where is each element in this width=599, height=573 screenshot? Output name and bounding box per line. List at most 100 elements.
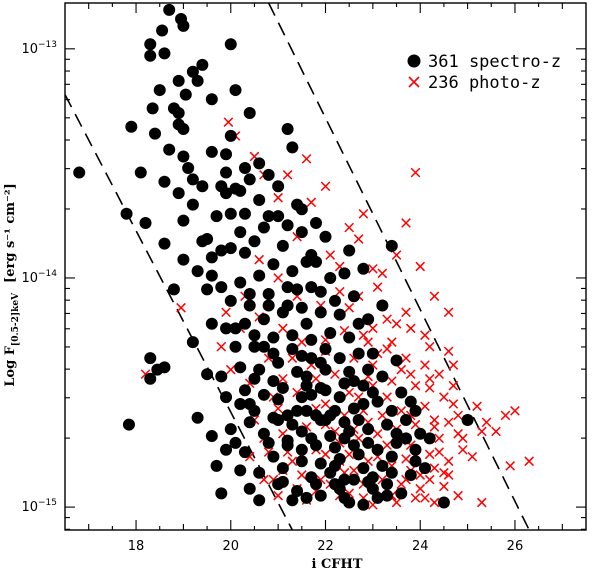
spectro-z-point bbox=[172, 74, 185, 87]
spectro-z-point bbox=[423, 432, 436, 445]
photo-z-point bbox=[363, 337, 373, 347]
spectro-z-point bbox=[262, 299, 275, 312]
spectro-z-point bbox=[177, 150, 190, 163]
photo-z-point bbox=[424, 373, 435, 384]
spectro-z-point bbox=[167, 283, 180, 296]
photo-z-point bbox=[334, 286, 345, 297]
photo-z-point bbox=[453, 410, 463, 421]
spectro-z-point bbox=[243, 106, 256, 119]
photo-z-point bbox=[476, 497, 487, 508]
spectro-z-point bbox=[234, 397, 247, 410]
spectro-z-point bbox=[257, 427, 270, 440]
spectro-z-point bbox=[215, 370, 228, 383]
photo-z-point bbox=[320, 449, 331, 460]
axes: 18 20 22 24 26 10−13 10−14 10−15 bbox=[21, 2, 587, 554]
photo-z-point bbox=[377, 410, 388, 421]
spectro-z-point bbox=[253, 157, 266, 170]
spectro-z-point bbox=[343, 244, 356, 257]
spectro-z-point bbox=[362, 475, 375, 488]
spectro-z-point bbox=[238, 446, 251, 459]
photo-z-point bbox=[176, 302, 186, 313]
spectro-z-point bbox=[310, 216, 323, 229]
spectro-z-point bbox=[310, 439, 323, 452]
spectro-z-point bbox=[215, 244, 228, 257]
spectro-z-point bbox=[409, 443, 422, 456]
spectro-z-point bbox=[163, 3, 176, 16]
spectro-z-point bbox=[357, 462, 370, 475]
spectro-z-point bbox=[286, 141, 299, 154]
photo-z-point bbox=[415, 261, 426, 272]
spectro-z-point bbox=[215, 487, 228, 500]
spectro-z-point bbox=[234, 276, 247, 289]
spectro-z-point bbox=[139, 216, 152, 229]
photo-z-point bbox=[481, 417, 492, 428]
spectro-z-point bbox=[357, 498, 370, 511]
photo-z-point bbox=[372, 282, 383, 292]
spectro-z-point bbox=[281, 439, 294, 452]
spectro-z-point bbox=[300, 370, 313, 383]
photo-z-point bbox=[443, 456, 454, 467]
spectro-z-point bbox=[210, 210, 223, 223]
photo-z-point bbox=[524, 456, 534, 467]
spectro-z-point bbox=[338, 377, 351, 390]
spectro-z-point bbox=[205, 93, 218, 106]
spectro-z-point bbox=[371, 443, 384, 456]
spectro-z-point bbox=[272, 414, 285, 427]
spectro-z-point bbox=[281, 123, 294, 136]
spectro-z-point bbox=[338, 267, 351, 280]
spectro-z-point bbox=[418, 462, 431, 475]
x-tick-label: 18 bbox=[128, 539, 145, 554]
spectro-z-point bbox=[314, 489, 327, 502]
spectro-z-point bbox=[182, 161, 195, 174]
spectro-z-point bbox=[338, 432, 351, 445]
spectro-z-point bbox=[201, 283, 214, 296]
spectro-z-point bbox=[243, 397, 256, 410]
spectro-z-point bbox=[262, 168, 275, 181]
plot-area bbox=[65, 3, 530, 530]
photo-z-point bbox=[439, 467, 449, 478]
spectro-z-point bbox=[376, 299, 389, 312]
spectro-z-point bbox=[210, 459, 223, 472]
photo-z-point bbox=[429, 415, 440, 425]
spectro-z-point bbox=[238, 317, 251, 330]
spectro-z-point bbox=[134, 166, 147, 179]
spectro-z-point bbox=[148, 127, 161, 140]
spectro-z-point bbox=[276, 462, 289, 475]
photo-z-point bbox=[349, 465, 359, 476]
x-tick-label: 22 bbox=[317, 539, 334, 554]
photo-z-point bbox=[429, 291, 440, 302]
spectro-z-point bbox=[300, 491, 313, 504]
spectro-z-point bbox=[286, 418, 299, 431]
photo-z-point bbox=[410, 419, 421, 430]
photo-z-point bbox=[405, 369, 416, 380]
spectro-z-point bbox=[305, 352, 318, 365]
spectro-z-point bbox=[295, 226, 308, 239]
photo-z-point bbox=[225, 364, 236, 375]
spectro-z-point bbox=[220, 166, 233, 179]
spectro-z-point bbox=[186, 198, 199, 211]
spectro-z-point bbox=[243, 173, 256, 186]
photo-z-point bbox=[405, 323, 416, 334]
spectro-z-point bbox=[238, 207, 251, 220]
spectro-z-point bbox=[400, 432, 413, 445]
spectro-z-point bbox=[381, 418, 394, 431]
spectro-z-point bbox=[224, 423, 237, 436]
y-axis-label-main: Log F bbox=[3, 345, 18, 386]
photo-z-point bbox=[382, 440, 392, 451]
spectro-z-point bbox=[234, 226, 247, 239]
spectro-z-point bbox=[357, 397, 370, 410]
photo-z-point bbox=[278, 323, 288, 334]
spectro-z-point bbox=[409, 404, 422, 417]
photo-z-point bbox=[358, 330, 369, 341]
spectro-z-point bbox=[319, 363, 332, 376]
spectro-z-point bbox=[295, 455, 308, 468]
spectro-z-point bbox=[243, 482, 256, 495]
spectro-z-point bbox=[281, 409, 294, 422]
svg-text:Log F[0.5-2]keV[erg s⁻¹ cm⁻²]: Log F[0.5-2]keV [erg s⁻¹ cm⁻²] bbox=[3, 183, 21, 386]
spectro-z-point bbox=[186, 173, 199, 186]
spectro-z-point bbox=[177, 214, 190, 227]
spectro-z-point bbox=[286, 329, 299, 342]
spectro-z-point bbox=[295, 301, 308, 314]
spectro-z-point bbox=[324, 430, 337, 443]
